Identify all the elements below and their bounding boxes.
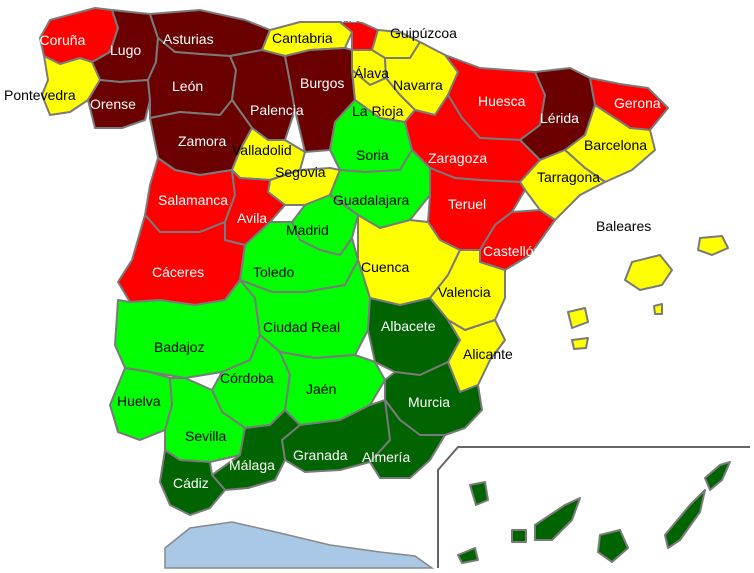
label-segovia: Segovia: [275, 164, 326, 180]
label-teruel: Teruel: [448, 196, 486, 212]
province-sevilla[interactable]: [164, 377, 246, 463]
label-madrid: Madrid: [286, 222, 329, 238]
label-guadalajara: Guadalajara: [333, 192, 409, 208]
label-la-coruna: La Coruña: [20, 32, 86, 48]
sea-area: [164, 521, 435, 569]
label-cordoba: Córdoba: [220, 370, 274, 386]
label-caceres: Cáceres: [152, 264, 204, 280]
label-zaragoza: Zaragoza: [428, 150, 487, 166]
label-ciudad-real: Ciudad Real: [263, 319, 340, 335]
label-granada: Granada: [293, 447, 348, 463]
province-tenerife-gomera[interactable]: [511, 529, 527, 543]
label-jaen: Jaén: [306, 381, 336, 397]
label-burgos: Burgos: [300, 75, 344, 91]
province-baleares[interactable]: [624, 254, 673, 291]
label-almeria: Almería: [362, 449, 410, 465]
province-labels: La Coruña Lugo Asturias Cantabria Vizcay…: [4, 9, 725, 562]
label-malaga: Málaga: [229, 457, 275, 473]
label-palencia: Palencia: [250, 102, 304, 118]
province-baleares-ibiza[interactable]: [567, 307, 589, 329]
label-huesca: Huesca: [478, 93, 526, 109]
label-tenerife: Tenerife: [494, 477, 544, 493]
label-murcia: Murcia: [408, 394, 450, 410]
label-cuenca: Cuenca: [361, 259, 409, 275]
province-barcelona[interactable]: [564, 104, 656, 183]
label-guipuzcoa: Guipúzcoa: [390, 25, 457, 41]
label-las-palmas: Las Palmas: [652, 546, 725, 562]
label-sevilla: Sevilla: [185, 428, 226, 444]
label-huelva: Huelva: [117, 393, 161, 409]
label-leon: León: [172, 78, 203, 94]
label-asturias: Asturias: [163, 31, 214, 47]
label-zamora: Zamora: [178, 133, 226, 149]
province-las-palmas-lanzarote[interactable]: [704, 461, 731, 491]
province-tenerife-island[interactable]: [534, 497, 581, 541]
label-alicante: Alicante: [463, 346, 513, 362]
canary-inset-frame: [437, 446, 750, 568]
province-cadiz[interactable]: [159, 449, 226, 516]
label-avila: Avila: [237, 210, 267, 226]
label-salamanca: Salamanca: [158, 192, 228, 208]
province-las-palmas-fuerteventura[interactable]: [664, 489, 706, 549]
label-valladolid: Valladolid: [232, 142, 292, 158]
label-vizcaya: Vizcaya: [338, 9, 387, 25]
province-orense[interactable]: [87, 79, 151, 129]
province-tenerife-hierro[interactable]: [457, 547, 479, 564]
label-pontevedra: Pontevedra: [4, 87, 76, 103]
label-orense: Orense: [90, 96, 136, 112]
label-alava: Álava: [354, 65, 389, 81]
province-malaga[interactable]: [211, 409, 301, 491]
label-navarra: Navarra: [393, 77, 443, 93]
label-badajoz: Badajoz: [154, 339, 205, 355]
label-soria: Soria: [356, 147, 389, 163]
label-castellon: Castellón: [483, 243, 541, 259]
label-lerida: Lérida: [540, 110, 579, 126]
label-tarragona: Tarragona: [537, 169, 600, 185]
province-baleares-formentera[interactable]: [571, 337, 589, 350]
label-cantabria: Cantabria: [272, 30, 333, 46]
label-gerona: Gerona: [614, 95, 661, 111]
label-toledo: Toledo: [253, 264, 294, 280]
label-valencia: Valencia: [438, 284, 491, 300]
label-baleares: Baleares: [596, 218, 651, 234]
province-almeria[interactable]: [369, 399, 446, 479]
province-alicante[interactable]: [447, 319, 506, 393]
province-baleares-menorca[interactable]: [697, 235, 729, 256]
label-la-rioja: La Rioja: [352, 103, 404, 119]
province-las-palmas-gran-canaria[interactable]: [597, 529, 629, 563]
province-tenerife-la-palma[interactable]: [469, 481, 489, 506]
label-albacete: Albacete: [381, 318, 436, 334]
label-barcelona: Barcelona: [584, 137, 647, 153]
label-cadiz: Cádiz: [173, 475, 209, 491]
province-baleares-cabrera[interactable]: [653, 303, 663, 315]
label-lugo: Lugo: [110, 42, 141, 58]
